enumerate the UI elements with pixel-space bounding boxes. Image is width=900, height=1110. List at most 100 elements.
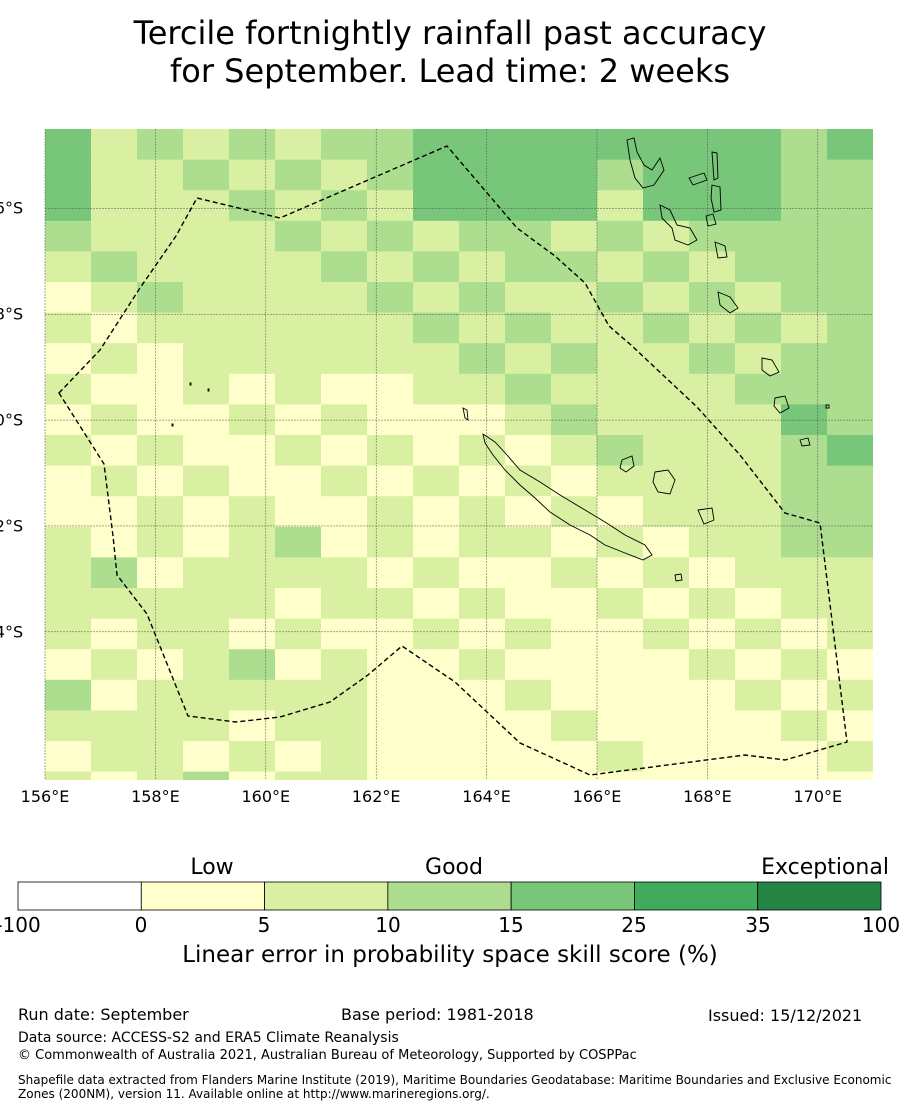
- grid-cell: [827, 496, 873, 528]
- grid-cell: [229, 129, 276, 161]
- grid-cell: [413, 343, 460, 375]
- grid-cell: [45, 496, 92, 528]
- grid-cell: [137, 771, 184, 780]
- grid-cell: [643, 373, 690, 405]
- grid-cell: [781, 588, 828, 620]
- title-line-2: for September. Lead time: 2 weeks: [169, 52, 731, 90]
- grid-cell: [689, 282, 736, 314]
- grid-cell: [505, 190, 552, 222]
- grid-cell: [643, 771, 690, 780]
- grid-cell: [827, 557, 873, 589]
- grid-cell: [551, 312, 598, 344]
- grid-cell: [413, 159, 460, 191]
- grid-cell: [551, 771, 598, 780]
- grid-cell: [459, 588, 506, 620]
- grid-cell: [689, 649, 736, 681]
- grid-cell: [689, 588, 736, 620]
- grid-cell: [45, 526, 92, 558]
- grid-cell: [597, 771, 644, 780]
- grid-cell: [321, 159, 368, 191]
- loyalty-island-3: [697, 507, 715, 525]
- grid-cell: [91, 771, 138, 780]
- grid-cell: [229, 526, 276, 558]
- grid-cell: [551, 465, 598, 497]
- grid-cell: [45, 588, 92, 620]
- grid-cell: [45, 129, 92, 161]
- grid-cell: [735, 373, 782, 405]
- grid-cell: [275, 159, 322, 191]
- grid-cell: [413, 526, 460, 558]
- grid-cell: [551, 679, 598, 711]
- grid-cell: [459, 496, 506, 528]
- south-vanuatu-3: [799, 437, 811, 447]
- colorbar-tick: 15: [498, 913, 524, 937]
- grid-cell: [45, 771, 92, 780]
- grid-cell: [367, 649, 414, 681]
- grid-cell: [275, 496, 322, 528]
- grid-cell: [137, 282, 184, 314]
- grid-cell: [91, 588, 138, 620]
- grid-cell: [183, 679, 230, 711]
- latitude-tick-label: 24°S: [0, 622, 24, 642]
- grid-cell: [643, 465, 690, 497]
- grid-cell: [459, 465, 506, 497]
- grid-cell: [505, 496, 552, 528]
- grid-cell: [735, 771, 782, 780]
- grid-cell: [229, 496, 276, 528]
- grid-cell: [229, 312, 276, 344]
- grid-cell: [229, 465, 276, 497]
- grid-cell: [781, 526, 828, 558]
- grid-cell: [551, 159, 598, 191]
- grid-cell: [275, 129, 322, 161]
- grid-cell: [827, 251, 873, 283]
- vanuatu-island-8: [717, 291, 739, 314]
- grid-cell: [91, 465, 138, 497]
- grid-cell: [735, 251, 782, 283]
- grid-cell: [689, 312, 736, 344]
- grid-cell: [367, 710, 414, 742]
- skill-grid-cells: [45, 129, 873, 780]
- grid-cell: [735, 679, 782, 711]
- grid-cell: [367, 343, 414, 375]
- grid-cell: [505, 435, 552, 467]
- grid-cell: [643, 435, 690, 467]
- grid-cell: [781, 343, 828, 375]
- grid-cell: [689, 710, 736, 742]
- grid-cell: [321, 435, 368, 467]
- grid-cell: [551, 220, 598, 252]
- grid-cell: [367, 312, 414, 344]
- grid-cell: [643, 557, 690, 589]
- new-caledonia-island: [482, 433, 653, 561]
- grid-cell: [827, 526, 873, 558]
- grid-cell: [275, 343, 322, 375]
- grid-cell: [505, 129, 552, 161]
- grid-cell: [321, 312, 368, 344]
- grid-cell: [551, 618, 598, 650]
- grid-cell: [413, 312, 460, 344]
- grid-cell: [689, 526, 736, 558]
- grid-cell: [643, 343, 690, 375]
- grid-cell: [597, 557, 644, 589]
- grid-cell: [459, 282, 506, 314]
- grid-cell: [275, 710, 322, 742]
- grid-cell: [275, 618, 322, 650]
- shapefile-credit: Shapefile data extracted from Flanders M…: [18, 1073, 892, 1101]
- grid-cell: [597, 496, 644, 528]
- grid-cell: [91, 435, 138, 467]
- grid-cell: [597, 220, 644, 252]
- grid-cell: [781, 710, 828, 742]
- grid-cell: [827, 435, 873, 467]
- colorbar-segment: [510, 881, 635, 911]
- grid-cell: [643, 588, 690, 620]
- grid-cell: [275, 557, 322, 589]
- grid-cell: [689, 435, 736, 467]
- vanuatu-island-2: [711, 151, 719, 181]
- grid-cell: [91, 496, 138, 528]
- island-coastlines: [171, 137, 830, 582]
- grid-cell: [413, 588, 460, 620]
- grid-cell: [91, 618, 138, 650]
- grid-cell: [367, 771, 414, 780]
- grid-cell: [91, 373, 138, 405]
- longitude-tick-label: 168°E: [683, 787, 732, 806]
- vanuatu-island-1: [626, 137, 665, 189]
